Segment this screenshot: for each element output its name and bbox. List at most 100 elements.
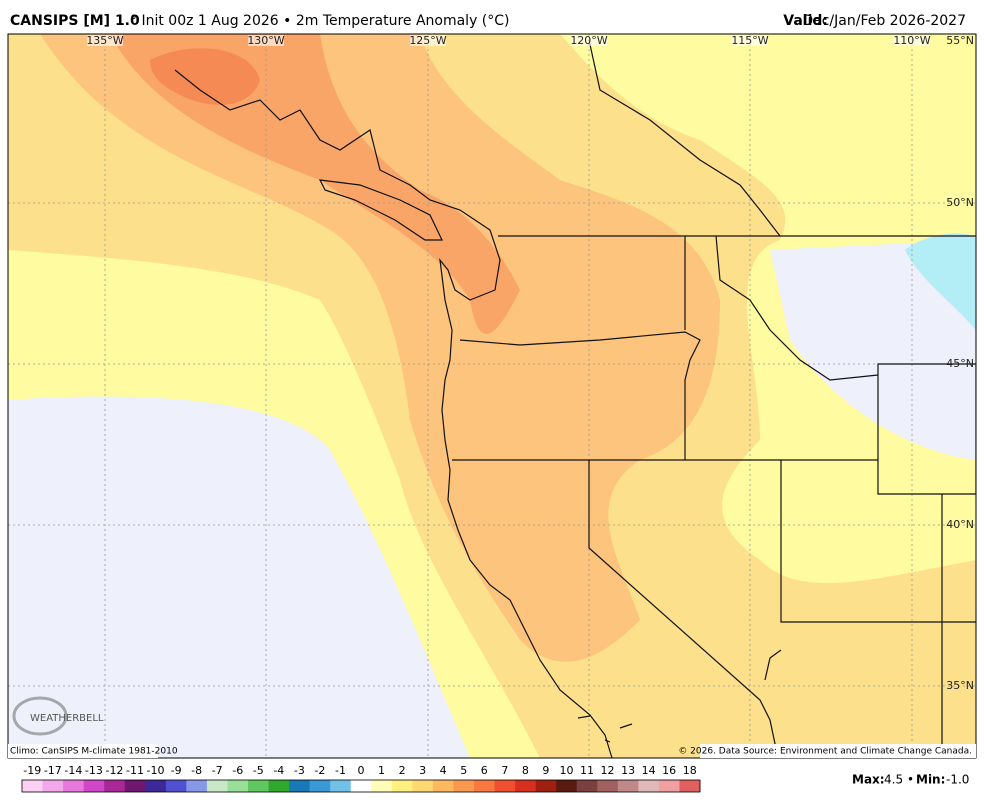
lat-label: 50°N [946,196,974,209]
lon-label-bg [87,35,123,46]
lon-label-bg [571,35,607,46]
colorbar: -19 -17 -14 -13 -12 -11 -10 -9 -8 -7 -6 -5 -4 -3 -2 -1 0… [21,764,701,793]
colorbar-swatch [206,780,228,792]
map [8,34,976,758]
colorbar-label: -11 [126,764,144,777]
colorbar-swatch [412,780,434,792]
warm-region [150,48,260,105]
colorbar-swatch [432,780,454,792]
lon-label-bg [894,35,930,46]
colorbar-label: -3 [294,764,305,777]
max-value: 4.5 [884,773,903,787]
colorbar-swatch [494,780,516,792]
colorbar-label: -6 [232,764,243,777]
lon-label-bg [732,35,768,46]
colorbar-label: -9 [171,764,182,777]
footer-bg [700,744,976,758]
colorbar-frame [21,779,701,793]
lat-lon-grid [8,34,976,758]
colorbar-swatch [474,780,496,792]
colorbar-label: -14 [64,764,82,777]
logo-text: WEATHERBELL [30,713,104,724]
colorbar-swatch [371,780,393,792]
valid-value: Dec/Jan/Feb 2026-2027 [802,13,966,29]
colorbar-label: 4 [440,764,447,777]
colorbar-swatch [679,780,701,792]
lat-label: 55°N [946,34,974,47]
logo: WEATHERBELL [12,696,104,736]
colorbar-swatch [391,780,413,792]
colorbar-swatch [309,780,331,792]
colorbar-swatch [617,780,639,792]
max-label: Max: [852,773,885,787]
neutral-region [8,396,470,758]
colorbar-swatch [227,780,249,792]
colorbar-label: 16 [662,764,676,777]
colorbar-label: 3 [419,764,426,777]
colorbar-label: 10 [559,764,573,777]
lat-label: 45°N [946,357,974,370]
colorbar-swatch [638,780,660,792]
min-label: Min: [916,773,945,787]
lon-label: 120°W [570,34,607,47]
colorbar-label: 2 [399,764,406,777]
lat-label: 35°N [946,679,974,692]
lon-label: 110°W [893,34,930,47]
lon-label: 130°W [247,34,284,47]
colorbar-label: -12 [105,764,123,777]
lon-label-bg [410,35,446,46]
lon-labels: 135°W 130°W 125°W 120°W 115°W 110°W [86,34,930,47]
colorbar-swatch [350,780,372,792]
colorbar-swatch [42,780,64,792]
lat-label: 40°N [946,518,974,531]
colorbar-swatch [268,780,290,792]
colorbar-swatch [515,780,537,792]
neutral-region [770,240,976,460]
valid-label: Valid: [783,13,828,29]
lon-label: 115°W [731,34,768,47]
colorbar-label: 0 [358,764,365,777]
warm-region [110,34,520,334]
header-info: ° Init 00z 1 Aug 2026 • 2m Temperature A… [130,13,510,29]
coastline-and-borders [174,39,976,758]
colorbar-label: -10 [147,764,165,777]
colorbar-label: -4 [273,764,284,777]
lon-label: 135°W [86,34,123,47]
source-note: © 2026. Data Source: Environment and Cli… [678,747,972,757]
colorbar-label: 7 [501,764,508,777]
colorbar-swatch [248,780,270,792]
colorbar-label: 5 [460,764,467,777]
colorbar-label: 14 [642,764,656,777]
min-value: -1.0 [946,773,969,787]
colorbar-label: -5 [253,764,264,777]
lat-labels: 55°N 50°N 45°N 40°N 35°N [946,34,974,692]
footer-bg [8,744,158,758]
colorbar-swatch [104,780,126,792]
colorbar-swatch [186,780,208,792]
colorbar-swatch [145,780,167,792]
warm-region [40,34,720,662]
model-name: CANSIPS [M] 1.0 [10,13,140,29]
colorbar-swatch [22,780,44,792]
colorbar-label: 9 [542,764,549,777]
map-frame [7,33,977,759]
colorbar-swatch [289,780,311,792]
colorbar-label: -1 [335,764,346,777]
colorbar-swatch [63,780,85,792]
cold-region [905,233,976,330]
colorbar-swatch [597,780,619,792]
colorbar-swatch [453,780,475,792]
lon-label-bg [248,35,284,46]
colorbar-label: 8 [522,764,529,777]
separator: • [907,773,914,787]
colorbar-label: 13 [621,764,635,777]
climo-note: Climo: CanSIPS M-climate 1981-2010 [10,747,178,757]
colorbar-swatch [576,780,598,792]
colorbar-swatch [330,780,352,792]
colorbar-label: -7 [212,764,223,777]
colorbar-swatch [124,780,146,792]
colorbar-label: 12 [601,764,615,777]
colorbar-label: 11 [580,764,594,777]
colorbar-label: -8 [191,764,202,777]
